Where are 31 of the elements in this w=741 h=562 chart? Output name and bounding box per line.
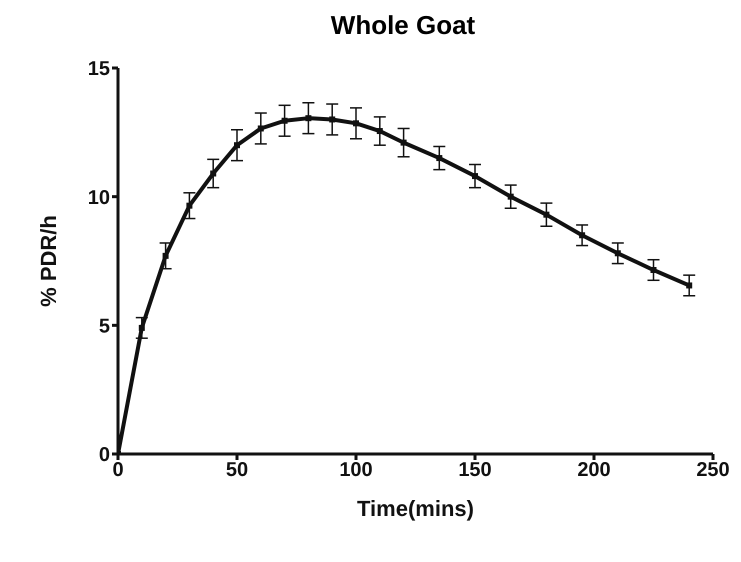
y-tick-label: 5 bbox=[98, 315, 110, 338]
chart-title: Whole Goat bbox=[330, 10, 476, 41]
point bbox=[353, 120, 359, 126]
x-tick-label: 200 bbox=[577, 459, 611, 482]
x-axis-title: Time(mins) bbox=[357, 496, 474, 521]
point bbox=[400, 140, 407, 146]
point bbox=[282, 118, 288, 124]
point bbox=[614, 250, 621, 256]
point bbox=[186, 202, 192, 209]
point bbox=[543, 212, 550, 218]
x-tick-label: 50 bbox=[226, 459, 248, 482]
point bbox=[210, 170, 216, 177]
point bbox=[162, 252, 169, 259]
point bbox=[579, 232, 586, 238]
point bbox=[329, 116, 336, 122]
x-tick-label: 100 bbox=[339, 459, 373, 482]
point bbox=[234, 142, 240, 148]
x-tick-label: 250 bbox=[696, 459, 730, 482]
point bbox=[436, 155, 442, 162]
y-axis-title: % PDR/h bbox=[36, 215, 61, 307]
point bbox=[686, 282, 692, 288]
x-tick-label: 150 bbox=[458, 459, 492, 482]
y-tick-label: 10 bbox=[88, 186, 110, 209]
point bbox=[472, 173, 478, 180]
point bbox=[650, 267, 656, 274]
y-tick-label: 0 bbox=[98, 444, 110, 466]
point bbox=[376, 128, 383, 134]
y-tick-label: 15 bbox=[88, 58, 110, 80]
point bbox=[508, 194, 514, 200]
point bbox=[138, 324, 145, 331]
point bbox=[258, 125, 264, 132]
